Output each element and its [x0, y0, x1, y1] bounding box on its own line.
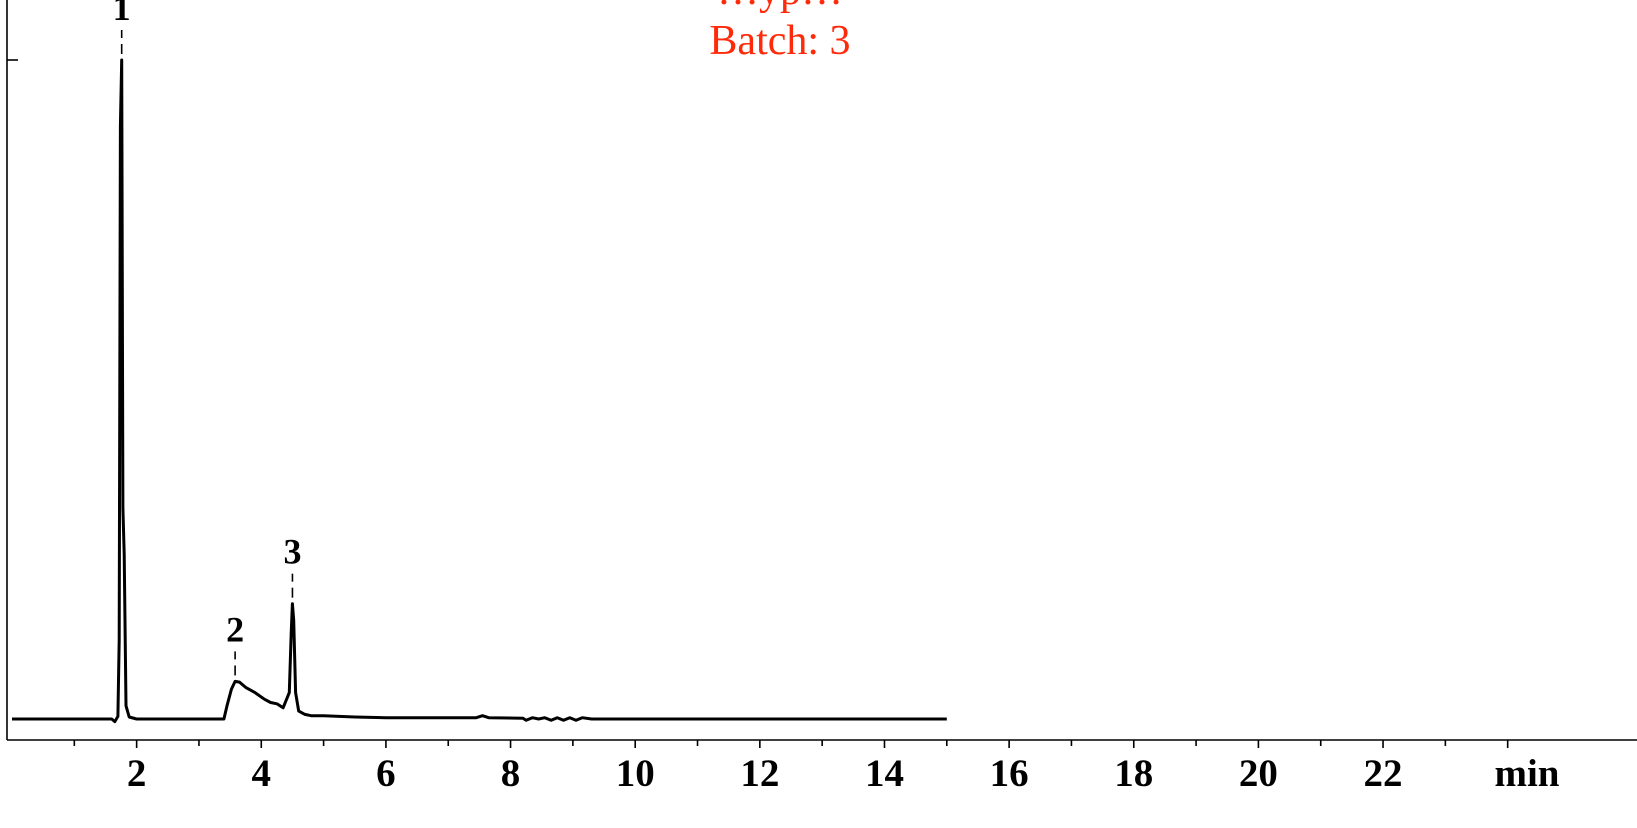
x-tick-label: 18 [1114, 752, 1153, 795]
series-trace-group [12, 58, 947, 724]
x-tick-label: 6 [376, 752, 396, 795]
x-tick-label: 12 [740, 752, 779, 795]
x-tick-label: 16 [990, 752, 1029, 795]
x-tick-label: 22 [1364, 752, 1403, 795]
x-tick-label: 8 [501, 752, 521, 795]
x-axis-label: min [1494, 752, 1559, 795]
peak-label: 1 [113, 0, 131, 28]
x-tick-label: 4 [252, 752, 272, 795]
x-tick-label: 20 [1239, 752, 1278, 795]
peak-label: 3 [283, 532, 301, 572]
series-line [12, 58, 947, 724]
x-tick-label: 2 [127, 752, 147, 795]
peak-label: 2 [226, 609, 244, 649]
x-tick-label: 10 [616, 752, 655, 795]
chart-title-line: Batch: 3 [709, 18, 850, 64]
chart-title: …yp… Batch: 3 [709, 0, 850, 64]
axes [6, 0, 1637, 741]
chart-title-line: …yp… [717, 0, 843, 14]
peak-labels: 1 23 [113, 0, 301, 676]
x-axis-ticks: 2 4 6 8 10 12 14 16 18 20 22 min [73, 740, 1560, 795]
x-tick-label: 14 [865, 752, 904, 795]
